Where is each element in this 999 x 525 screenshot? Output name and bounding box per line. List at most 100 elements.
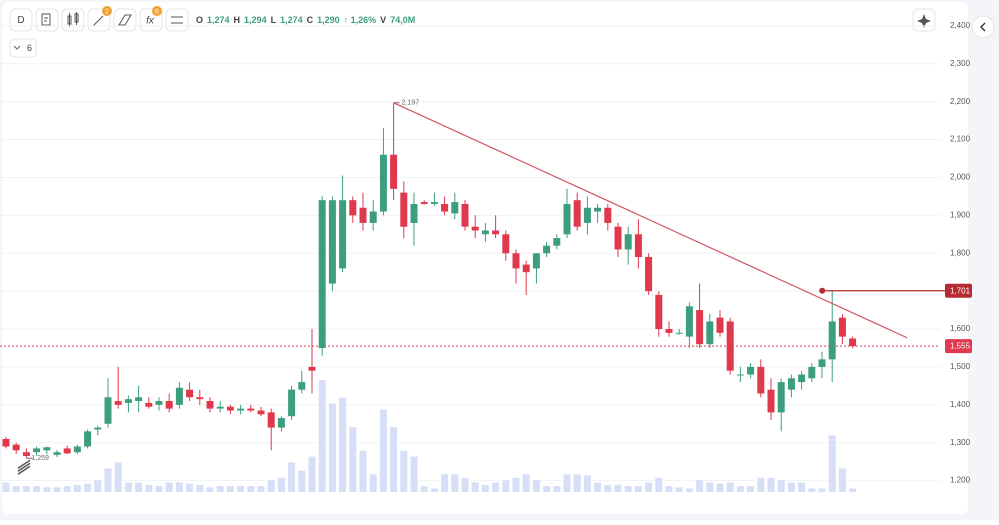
- volume-bar: [645, 482, 653, 492]
- volume-bar: [104, 468, 112, 492]
- volume-bar: [318, 380, 326, 492]
- candle-body: [155, 401, 163, 405]
- candle-body: [726, 321, 734, 371]
- volume-bar: [553, 486, 561, 492]
- candle-body: [481, 230, 489, 235]
- volume-bar: [532, 480, 540, 492]
- volume-bar: [165, 482, 173, 492]
- volume-bar: [369, 474, 377, 492]
- volume-bar: [328, 403, 336, 492]
- legend-h: 1,294: [244, 15, 267, 25]
- candle-body: [43, 447, 51, 451]
- chart-type-button[interactable]: [35, 8, 59, 32]
- volume-bar: [838, 468, 846, 492]
- candle-body: [461, 203, 469, 227]
- candle-body: [645, 257, 653, 292]
- candle-body: [706, 321, 714, 345]
- volume-bar: [359, 450, 367, 492]
- volume-bar: [736, 486, 744, 492]
- candle-body: [583, 207, 591, 223]
- candle-body: [828, 321, 836, 360]
- y-tick-label: 1,300: [950, 438, 971, 447]
- volume-bar: [339, 397, 347, 492]
- volume-bar: [135, 482, 143, 492]
- volume-bar: [471, 482, 479, 492]
- y-tick-label: 1,400: [950, 400, 971, 409]
- icon: [41, 13, 51, 26]
- candle-body: [634, 234, 642, 258]
- volume-bar: [747, 486, 755, 492]
- volume-bar: [716, 483, 724, 492]
- volume-bar: [767, 477, 775, 492]
- candle-body: [787, 378, 795, 390]
- volume-bar: [298, 470, 306, 492]
- volume-bar: [53, 487, 61, 492]
- volume-bar: [308, 456, 316, 492]
- last-price-label: 1,555: [950, 342, 971, 351]
- candle-body: [206, 401, 214, 409]
- candle-body: [349, 200, 357, 216]
- volume-bar: [849, 488, 857, 492]
- candle-body: [379, 154, 387, 212]
- volume-bar: [175, 482, 183, 492]
- y-tick-label: 2,000: [950, 173, 971, 182]
- collapse-button[interactable]: [971, 15, 995, 39]
- volume-bar: [186, 483, 194, 492]
- volume-bar: [696, 480, 704, 492]
- volume-bar: [685, 488, 693, 492]
- candle-body: [594, 207, 602, 212]
- candle-body: [471, 226, 479, 231]
- volume-bar: [543, 486, 551, 492]
- volume-bar: [237, 486, 245, 492]
- candle-body: [84, 431, 92, 447]
- badge-count: 6: [155, 8, 159, 15]
- volume-bar: [757, 477, 765, 492]
- volume-bar: [502, 480, 510, 492]
- tool-icon: [17, 459, 31, 475]
- volume-bar: [787, 482, 795, 492]
- volume-bar: [12, 486, 20, 492]
- volume-bar: [675, 487, 683, 492]
- candle-body: [12, 444, 20, 451]
- candle-body: [73, 446, 81, 453]
- candle-body: [849, 338, 857, 347]
- candle-body: [675, 332, 683, 334]
- eraser-button[interactable]: [113, 8, 137, 32]
- settings-button[interactable]: [165, 8, 189, 32]
- candle-button[interactable]: [61, 8, 85, 32]
- volume-bar: [522, 474, 530, 492]
- legend-change: ↑ 1,26%: [344, 15, 377, 25]
- candle-body: [696, 310, 704, 345]
- volume-bar: [400, 450, 408, 492]
- volume-bar: [828, 435, 836, 492]
- volume-bar: [655, 477, 663, 492]
- y-tick-label: 2,100: [950, 135, 971, 144]
- volume-bar: [379, 409, 387, 492]
- candle-body: [767, 389, 775, 413]
- indicators-toggle[interactable]: [9, 38, 37, 58]
- candle-body: [604, 207, 612, 223]
- legend-o-label: O: [196, 15, 203, 25]
- y-tick-label: 1,900: [950, 210, 971, 219]
- volume-bar: [43, 487, 51, 492]
- candle-body: [175, 387, 183, 405]
- volume-bar: [216, 486, 224, 492]
- level-badge-label: 1,701: [950, 286, 971, 295]
- candle-body: [339, 200, 347, 269]
- candle-body: [502, 234, 510, 254]
- volume-bar: [267, 480, 275, 492]
- volume-bar: [665, 486, 673, 492]
- candle-body: [22, 452, 30, 456]
- candle-body: [451, 202, 459, 214]
- y-tick-label: 1,500: [950, 362, 971, 371]
- candle-body: [288, 389, 296, 417]
- candle-body: [390, 154, 398, 189]
- volume-bar: [726, 482, 734, 492]
- candle-body: [247, 408, 255, 411]
- badge-count: 2: [105, 8, 109, 15]
- volume-bar: [124, 482, 132, 492]
- candle-body: [369, 211, 377, 223]
- candle-body: [543, 245, 551, 254]
- volume-bar: [22, 486, 30, 492]
- legend-h-label: H: [234, 15, 241, 25]
